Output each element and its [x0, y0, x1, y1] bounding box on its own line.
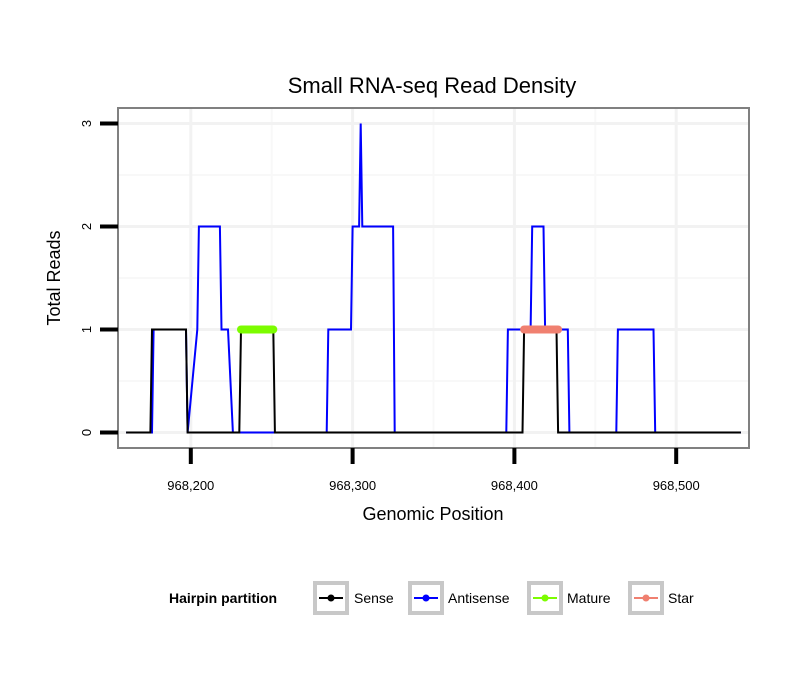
y-tick-label: 1	[79, 326, 94, 333]
y-axis-title: Total Reads	[44, 230, 64, 325]
x-tick-label: 968,500	[653, 478, 700, 493]
x-axis-title: Genomic Position	[362, 504, 503, 524]
legend-label-antisense: Antisense	[448, 590, 510, 606]
y-tick-label: 2	[79, 223, 94, 230]
axes: 968,200 968,300 968,400 968,500 0 1 2 3	[79, 120, 700, 493]
legend-label-mature: Mature	[567, 590, 611, 606]
legend-title: Hairpin partition	[169, 590, 277, 606]
legend-key-point	[642, 594, 650, 602]
x-tick-label: 968,300	[329, 478, 376, 493]
series-layer	[126, 123, 741, 434]
y-tick-label: 3	[79, 120, 94, 127]
legend-key-point	[541, 594, 549, 602]
series-antisense-line	[126, 123, 741, 434]
plot-border	[117, 107, 750, 449]
legend-label-star: Star	[668, 590, 694, 606]
chart-title: Small RNA-seq Read Density	[288, 73, 577, 98]
legend-key-point	[422, 594, 430, 602]
x-tick-label: 968,400	[491, 478, 538, 493]
legend: Hairpin partition Sense Antisense Mature St…	[169, 581, 694, 615]
y-tick-label: 0	[79, 429, 94, 436]
x-tick-label: 968,200	[167, 478, 214, 493]
legend-key-point	[327, 594, 335, 602]
legend-label-sense: Sense	[354, 590, 394, 606]
